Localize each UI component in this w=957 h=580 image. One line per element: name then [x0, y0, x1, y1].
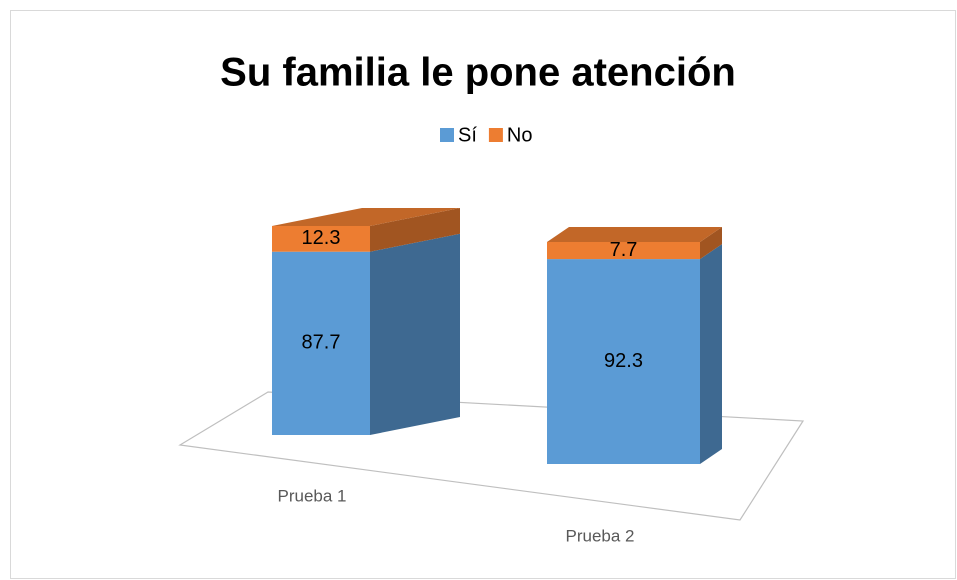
x-tick-label: Prueba 2	[566, 526, 635, 545]
data-label: 12.3	[302, 227, 341, 249]
bar-front	[547, 242, 700, 260]
legend-label: No	[507, 124, 533, 146]
bar-front	[547, 259, 700, 464]
bar-side	[370, 233, 460, 435]
legend: Sí No	[440, 124, 532, 146]
bars: 87.7 12.3 Prueba 1 92.3 7.7 Prueba 2	[272, 208, 722, 545]
data-label: 7.7	[610, 239, 638, 261]
data-label: 92.3	[604, 350, 643, 372]
x-tick-label: Prueba 1	[278, 486, 347, 505]
legend-swatch	[488, 128, 503, 142]
bar-front	[272, 251, 370, 435]
chart-border	[10, 10, 956, 579]
bar-side	[700, 244, 722, 464]
data-label: 87.7	[302, 332, 341, 354]
bar-side	[370, 208, 460, 252]
chart-title: Su familia le pone atención	[220, 51, 736, 95]
bar-front	[272, 226, 370, 252]
legend-label: Sí	[458, 124, 477, 146]
legend-swatch	[440, 128, 454, 142]
bar-top	[272, 208, 460, 226]
bar-side	[700, 227, 722, 260]
floor	[178, 391, 805, 521]
bar-top	[547, 227, 722, 242]
